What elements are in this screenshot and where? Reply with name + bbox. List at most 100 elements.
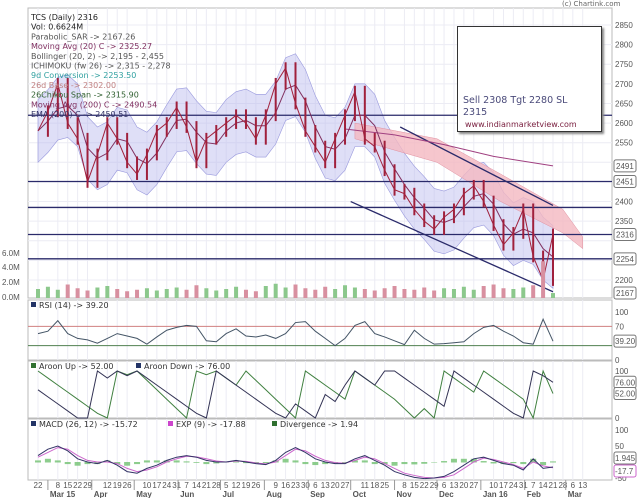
x-tick-label: 12 — [103, 481, 112, 490]
volume-bar — [541, 261, 546, 298]
volume-bar — [451, 289, 456, 298]
panel-frame-1 — [27, 299, 613, 361]
divergence-bar — [490, 462, 497, 464]
rsi-tag-box — [613, 334, 637, 348]
x-tick-label: 21 — [202, 481, 211, 490]
volume-bar — [481, 286, 486, 298]
divergence-bar — [193, 462, 200, 463]
divergence-bar — [124, 462, 131, 466]
x-tick-label: 16 — [281, 481, 290, 490]
price-tick-label: 2800 — [615, 41, 633, 50]
volume-bar — [313, 289, 318, 298]
x-tick-label: 7 — [531, 481, 536, 490]
volume-bar — [55, 289, 60, 298]
volume-tick-label: 2.0M — [2, 278, 20, 287]
volume-bar — [243, 289, 248, 298]
x-tick-label: 26 — [251, 481, 260, 490]
x-tick-label: 5 — [224, 481, 229, 490]
price-tag-box — [613, 286, 637, 300]
x-tick-label: 21 — [549, 481, 558, 490]
divergence-bar — [44, 458, 51, 463]
divergence-bar — [450, 458, 457, 463]
x-tick-label: 27 — [341, 481, 350, 490]
volume-bar — [362, 289, 367, 298]
divergence-bar — [153, 460, 160, 463]
macd-legend: Divergence -> 1.94 — [280, 420, 358, 429]
price-tick-label: 2850 — [615, 21, 633, 30]
volume-bar — [352, 287, 357, 298]
divergence-bar — [322, 462, 329, 465]
trade-note-url: www.indianmarketview.com — [465, 120, 577, 129]
aroon-tag-box — [613, 387, 637, 401]
volume-bar — [303, 288, 308, 298]
divergence-bar — [143, 460, 150, 463]
volume-bar — [521, 287, 526, 298]
rsi-legend: RSI (14) -> 39.20 — [39, 301, 109, 310]
divergence-bar — [520, 462, 527, 465]
price-tick-label: 2550 — [615, 139, 633, 148]
volume-bar — [442, 288, 447, 298]
x-month-label: Dec — [439, 490, 454, 498]
macd-legend-swatch — [272, 421, 277, 426]
volume-bar — [75, 288, 80, 298]
x-tick-label: 13 — [578, 481, 587, 490]
divergence-bar — [421, 462, 428, 464]
volume-bar — [204, 288, 209, 298]
legend-entry: Vol: 0.6624M — [31, 23, 83, 32]
divergence-bar — [391, 462, 398, 466]
aroon-tag: 52.00 — [615, 390, 636, 399]
divergence-bar — [401, 462, 408, 465]
x-tick-label: 24 — [509, 481, 518, 490]
trend-channel-line — [350, 200, 554, 293]
divergence-bar — [203, 462, 210, 465]
price-tick-label: 2750 — [615, 60, 633, 69]
x-tick-label: 15 — [63, 481, 72, 490]
x-month-label: Feb — [527, 490, 541, 498]
volume-bar — [283, 287, 288, 298]
divergence-bar — [441, 461, 448, 463]
volume-bar — [85, 290, 90, 298]
price-tag: 2316 — [616, 230, 634, 239]
x-tick-label: 24 — [162, 481, 171, 490]
x-tick-label: 26 — [123, 481, 132, 490]
divergence-bar — [540, 462, 547, 466]
aroon-tick-label: 100 — [615, 367, 629, 376]
x-month-label: Oct — [353, 490, 367, 498]
macd-tick-label: 100 — [615, 426, 629, 435]
divergence-bar — [530, 458, 537, 463]
price-tick-label: 2600 — [615, 119, 633, 128]
legend-entry: TCS (Daily) 2316 — [30, 13, 98, 22]
volume-bar — [144, 288, 149, 298]
divergence-bar — [510, 462, 517, 464]
divergence-bar — [361, 460, 368, 463]
divergence-bar — [371, 462, 378, 465]
x-month-label: May — [136, 490, 152, 498]
legend-entry: Moving Avg (200) C -> 2490.54 — [31, 100, 157, 109]
aroon-up-legend: Aroon Up -> 52.00 — [39, 362, 114, 371]
volume-bar — [234, 286, 239, 298]
volume-bar — [402, 289, 407, 298]
price-tag-box — [613, 159, 637, 173]
x-tick-label: 30 — [301, 481, 310, 490]
x-month-label: Mar 15 — [50, 490, 76, 498]
divergence-bar — [480, 461, 487, 463]
x-tick-label: 19 — [242, 481, 251, 490]
volume-bar — [36, 289, 40, 298]
divergence-bar — [282, 458, 289, 463]
volume-bar — [65, 284, 70, 298]
divergence-bar — [351, 460, 358, 463]
x-tick-label: 10 — [489, 481, 498, 490]
volume-bar — [105, 286, 110, 298]
x-tick-label: 22 — [420, 481, 429, 490]
volume-bar — [224, 289, 229, 298]
x-tick-label: 20 — [331, 481, 340, 490]
panel-frame-2 — [27, 360, 613, 419]
divergence-bar — [84, 462, 91, 465]
aroon-up-line — [37, 369, 554, 420]
x-tick-label: 22 — [34, 481, 43, 490]
volume-bar — [531, 285, 536, 298]
volume-bar — [392, 286, 397, 298]
ma200-line — [344, 128, 554, 167]
divergence-bar — [262, 462, 269, 464]
aroon-legend-swatch — [136, 363, 141, 368]
